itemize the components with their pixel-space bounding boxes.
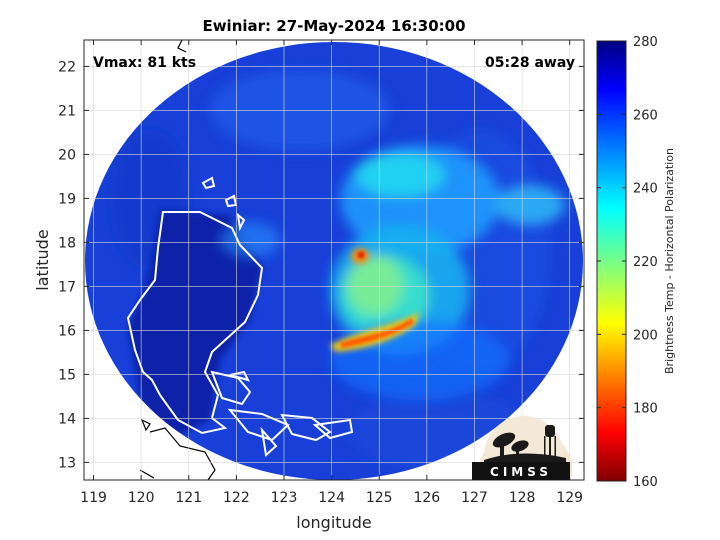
colorbar-tick-label: 240	[633, 182, 658, 197]
colorbar-label: Brightness Temp - Horizontal Polarizatio…	[663, 148, 676, 374]
coastline-in-swath	[126, 176, 354, 478]
swath-field	[85, 42, 583, 480]
colorbar-tick-label: 200	[633, 328, 658, 343]
y-tick-labels: 13 14 15 16 17 18 19 20 21 22	[58, 59, 76, 471]
y-tick-label: 21	[58, 103, 76, 119]
colorbar-tick-label: 160	[633, 475, 658, 490]
chart-title: Ewiniar: 27-May-2024 16:30:00	[202, 17, 465, 35]
x-tick-label: 129	[556, 490, 583, 506]
colorbar-tick-label: 260	[633, 108, 658, 123]
x-axis-label: longitude	[296, 513, 371, 532]
axes-box	[83, 39, 585, 481]
y-tick-label: 20	[58, 147, 76, 163]
colorbar-tick-label: 280	[633, 35, 658, 50]
colorbar-ticks	[597, 40, 626, 482]
x-tick-label: 121	[175, 490, 202, 506]
logo-tower-icon	[544, 425, 556, 458]
y-tick-label: 18	[58, 235, 76, 251]
y-tick-label: 15	[58, 367, 76, 383]
colorbar-gradient	[596, 40, 627, 482]
cimss-logo: CIMSS	[472, 416, 572, 480]
y-tick-label: 13	[58, 455, 76, 471]
coastline-outside-swath	[139, 40, 216, 480]
colorbar-tick-label: 180	[633, 402, 658, 417]
colorbar-tick-labels: 280 260 240 220 200 180 160	[633, 35, 658, 490]
logo-text: CIMSS	[490, 465, 552, 479]
y-tick-label: 16	[58, 323, 76, 339]
y-tick-label: 19	[58, 191, 76, 207]
plot-area: Vmax: 81 kts 05:28 away CIMSS 119 1	[33, 39, 585, 532]
y-tick-label: 14	[58, 411, 76, 427]
vmax-label: Vmax: 81 kts	[93, 55, 196, 71]
y-axis-label: latitude	[33, 229, 52, 290]
grid-lines	[84, 40, 584, 480]
x-tick-labels: 119 120 121 122 123 124 125 126 127 128 129	[80, 490, 583, 506]
colorbar-tick-label: 220	[633, 255, 658, 270]
land-warm-region	[128, 210, 262, 440]
y-tick-label: 22	[58, 59, 76, 75]
x-tick-label: 126	[413, 490, 440, 506]
x-tick-label: 119	[80, 490, 107, 506]
hot-spots	[340, 251, 414, 348]
colorbar: 280 260 240 220 200 180 160 Brightness Temp - …	[596, 35, 676, 490]
x-tick-label: 128	[509, 490, 536, 506]
time-away-label: 05:28 away	[485, 55, 575, 71]
x-tick-label: 120	[128, 490, 155, 506]
y-tick-label: 17	[58, 279, 76, 295]
x-tick-label: 122	[223, 490, 250, 506]
x-tick-label: 125	[366, 490, 393, 506]
x-tick-label: 124	[318, 490, 345, 506]
x-tick-label: 123	[271, 490, 298, 506]
x-tick-label: 127	[461, 490, 488, 506]
